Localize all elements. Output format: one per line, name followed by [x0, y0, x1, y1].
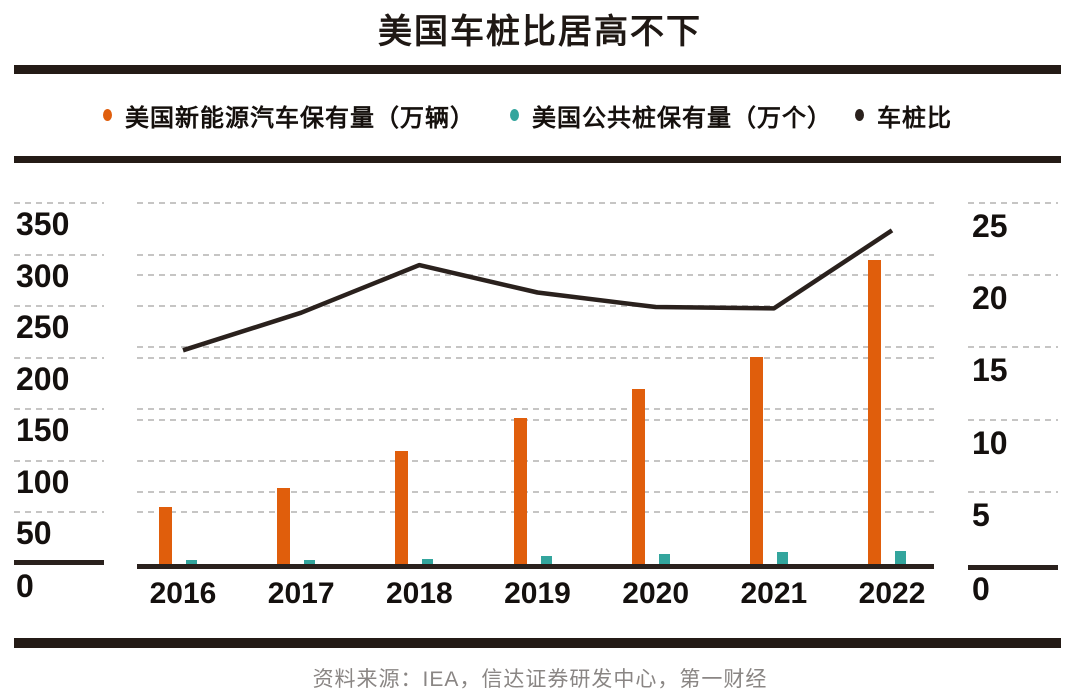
- nev-stock-bar: [868, 259, 882, 564]
- x-axis-category-label: 2018: [385, 577, 453, 610]
- right-axis-tick-label: 15: [972, 352, 1008, 389]
- left-axis-tick-label: 300: [16, 257, 70, 294]
- legend: 美国新能源汽车保有量（万辆） 美国公共桩保有量（万个） 车桩比: [0, 96, 1080, 134]
- left-axis-tick-label: 0: [16, 568, 34, 604]
- gridline-left-axis: [137, 305, 934, 308]
- gridline-right-axis: [137, 346, 934, 349]
- right-axis-tick-mark: [968, 418, 1058, 421]
- nev-stock-bar: [159, 507, 172, 564]
- nev-stock-bar: [277, 487, 291, 564]
- left-axis-tick-mark: [14, 459, 104, 462]
- x-axis-category-label: 2022: [858, 577, 926, 610]
- legend-divider: [14, 156, 1061, 163]
- legend-dot-icon: [103, 109, 112, 121]
- left-axis-tick-mark: [14, 305, 104, 308]
- left-axis-tick-mark: [14, 202, 104, 204]
- nev-stock-bar: [513, 417, 527, 564]
- source-note: 资料来源：IEA，信达证券研发中心，第一财经: [312, 668, 768, 691]
- gridline-left-axis: [137, 459, 934, 462]
- gridline-left-axis: [137, 253, 934, 256]
- left-axis-zero-line: [14, 560, 104, 565]
- left-axis-tick-mark: [14, 356, 104, 359]
- legend-dot-icon: [855, 109, 864, 121]
- left-axis-tick-label: 350: [16, 206, 70, 242]
- nev-stock-bar: [631, 388, 645, 564]
- left-axis-tick-mark: [14, 511, 104, 514]
- top-divider: [14, 65, 1061, 74]
- public-pile-bar: [540, 556, 552, 564]
- legend-label: 车桩比: [877, 104, 952, 132]
- left-axis-tick-label: 200: [16, 360, 70, 397]
- public-pile-bar: [422, 558, 434, 564]
- x-axis-category-label: 2017: [267, 577, 335, 610]
- x-axis-baseline: [137, 564, 934, 569]
- left-axis-tick-mark: [14, 408, 104, 411]
- legend-dot-icon: [510, 109, 519, 121]
- x-axis-category-label: 2020: [622, 577, 690, 610]
- legend-item-1: 美国公共桩保有量（万个）: [510, 96, 832, 134]
- public-pile-bar: [658, 554, 670, 564]
- left-axis-tick-label: 150: [16, 412, 70, 449]
- legend-item-0: 美国新能源汽车保有量（万辆）: [103, 96, 475, 134]
- legend-item-2: 车桩比: [855, 96, 952, 134]
- nev-stock-bar: [395, 450, 409, 564]
- gridline-right-axis: [137, 202, 934, 204]
- public-pile-bar: [895, 550, 907, 564]
- gridline-right-axis: [137, 418, 934, 421]
- right-axis-tick-mark: [968, 346, 1058, 349]
- right-axis-tick-label: 25: [972, 208, 1008, 244]
- right-axis-tick-label: 10: [972, 424, 1008, 461]
- gridline-left-axis: [137, 511, 934, 514]
- left-axis-tick-label: 100: [16, 463, 70, 500]
- right-axis-tick-label: 5: [972, 496, 990, 533]
- x-axis-category-label: 2019: [504, 577, 571, 610]
- right-axis-tick-label: 0: [972, 571, 990, 607]
- right-axis-tick-label: 20: [972, 280, 1008, 317]
- right-axis-tick-mark: [968, 490, 1058, 493]
- x-axis-category-label: 2016: [149, 577, 217, 610]
- right-axis-tick-mark: [968, 202, 1058, 204]
- bottom-divider: [14, 638, 1061, 648]
- right-axis-zero-line: [968, 565, 1058, 570]
- left-axis-tick-mark: [14, 253, 104, 256]
- right-axis-tick-mark: [968, 274, 1058, 277]
- legend-label: 美国公共桩保有量（万个）: [532, 104, 832, 132]
- gridline-left-axis: [137, 356, 934, 359]
- x-axis-category-label: 2021: [740, 577, 808, 610]
- public-pile-bar: [304, 559, 316, 564]
- public-pile-bar: [776, 552, 788, 564]
- nev-stock-bar: [749, 356, 763, 564]
- left-axis-tick-label: 250: [16, 309, 70, 346]
- left-axis-tick-label: 50: [16, 515, 52, 552]
- public-pile-bar: [186, 560, 197, 564]
- legend-label: 美国新能源汽车保有量（万辆）: [125, 104, 475, 132]
- gridline-right-axis: [137, 490, 934, 493]
- gridline-left-axis: [137, 408, 934, 411]
- gridline-right-axis: [137, 274, 934, 277]
- chart-title: 美国车桩比居高不下: [378, 13, 702, 51]
